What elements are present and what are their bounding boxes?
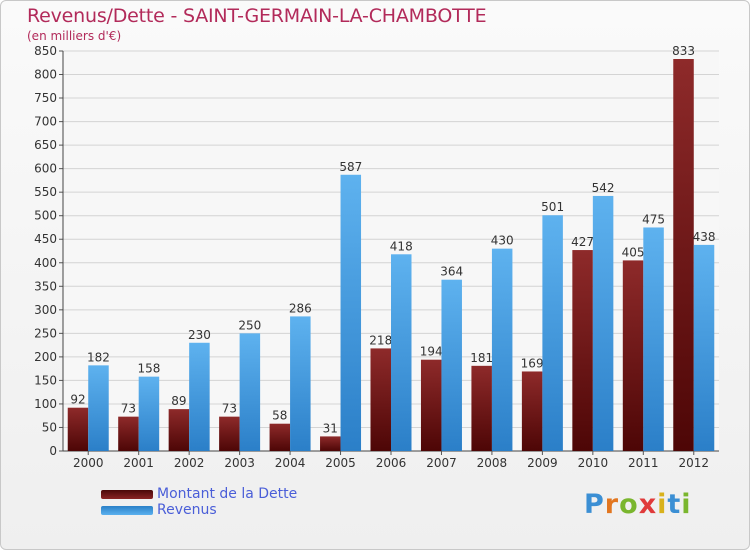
bar-revenue [693,244,715,451]
bar-debt [471,365,492,451]
bar-debt [168,409,190,451]
y-tick-label: 300 [34,303,57,317]
data-label-revenue: 250 [238,318,261,332]
logo-letter: P [584,489,605,520]
y-tick-label: 750 [34,91,57,105]
y-tick-label: 700 [34,115,57,129]
x-tick-label: 2009 [527,456,558,470]
chart-subtitle: (en milliers d'€) [27,29,122,43]
y-tick-label: 500 [34,209,57,223]
data-label-revenue: 501 [541,200,564,214]
y-tick-label: 200 [34,350,57,364]
bar-debt [622,260,644,451]
data-label-revenue: 587 [339,160,362,174]
data-label-debt: 58 [272,409,287,423]
bar-revenue [340,174,362,451]
y-tick-label: 50 [42,420,57,434]
x-tick-label: 2001 [123,456,154,470]
x-tick-label: 2012 [678,456,709,470]
data-label-revenue: 286 [289,301,312,315]
x-tick-label: 2010 [578,456,609,470]
bar-debt [420,359,442,451]
x-tick-label: 2011 [628,456,659,470]
y-tick-label: 450 [34,232,57,246]
y-tick-label: 550 [34,185,57,199]
y-tick-label: 150 [34,373,57,387]
bar-debt [118,416,139,451]
x-tick-label: 2005 [325,456,356,470]
data-label-debt: 31 [323,421,338,435]
data-label-revenue: 438 [693,230,716,244]
data-label-revenue: 230 [188,328,211,342]
bar-revenue [239,333,261,451]
bar-revenue [189,342,210,451]
bar-revenue [290,316,311,451]
chart-title: Revenus/Dette - SAINT-GERMAIN-LA-CHAMBOT… [27,5,487,27]
bar-debt [572,250,593,451]
data-label-debt: 89 [171,394,186,408]
x-tick-label: 2004 [275,456,306,470]
data-label-debt: 73 [222,402,237,416]
y-tick-label: 800 [34,68,57,82]
y-tick-label: 350 [34,279,57,293]
bar-debt [219,416,240,451]
bar-revenue [643,227,664,451]
x-tick-label: 2007 [426,456,457,470]
bar-revenue [391,254,412,451]
legend-label-revenue: Revenus [157,502,217,518]
bar-debt [320,436,341,451]
x-tick-label: 2000 [73,456,104,470]
bar-revenue [441,279,462,451]
bar-revenue [88,365,109,451]
data-label-debt: 169 [521,356,544,370]
bar-debt [67,407,89,451]
y-tick-label: 850 [34,44,57,58]
data-label-debt: 73 [121,402,136,416]
logo-letter: t [667,489,682,520]
legend-swatch-debt [101,490,153,499]
legend-label-debt: Montant de la Dette [157,486,298,502]
bar-revenue [491,248,513,451]
data-label-debt: 427 [571,235,594,249]
data-label-debt: 181 [470,351,493,365]
bar-revenue [542,215,563,451]
data-label-revenue: 364 [440,265,463,279]
data-label-revenue: 158 [137,362,160,376]
legend-swatch-revenue [101,506,153,515]
data-label-debt: 833 [672,44,695,58]
y-tick-label: 650 [34,138,57,152]
data-label-revenue: 542 [592,181,615,195]
y-tick-label: 100 [34,397,57,411]
y-tick-label: 0 [49,444,57,458]
bar-debt [521,371,543,451]
bar-revenue [592,195,614,451]
data-label-debt: 218 [369,333,392,347]
y-tick-label: 400 [34,256,57,270]
data-label-revenue: 182 [87,350,110,364]
x-tick-label: 2006 [376,456,407,470]
x-tick-label: 2008 [477,456,508,470]
y-tick-label: 600 [34,162,57,176]
y-tick-label: 250 [34,326,57,340]
logo-letter: r [604,489,620,520]
x-tick-label: 2002 [174,456,205,470]
data-label-revenue: 430 [491,234,514,248]
bar-debt [370,348,391,451]
bar-debt [673,59,694,451]
x-tick-label: 2003 [224,456,255,470]
proxiti-logo: Proxiti [584,489,692,520]
logo-letter: o [619,489,639,520]
bar-debt [269,423,291,451]
data-label-debt: 194 [420,345,443,359]
data-label-revenue: 475 [642,212,665,226]
data-label-debt: 405 [622,245,645,259]
data-label-debt: 92 [70,393,85,407]
logo-letter: i [657,489,668,520]
bar-revenue [138,376,160,451]
logo-letter: x [638,489,658,520]
data-label-revenue: 418 [390,239,413,253]
logo-letter: i [681,489,692,520]
